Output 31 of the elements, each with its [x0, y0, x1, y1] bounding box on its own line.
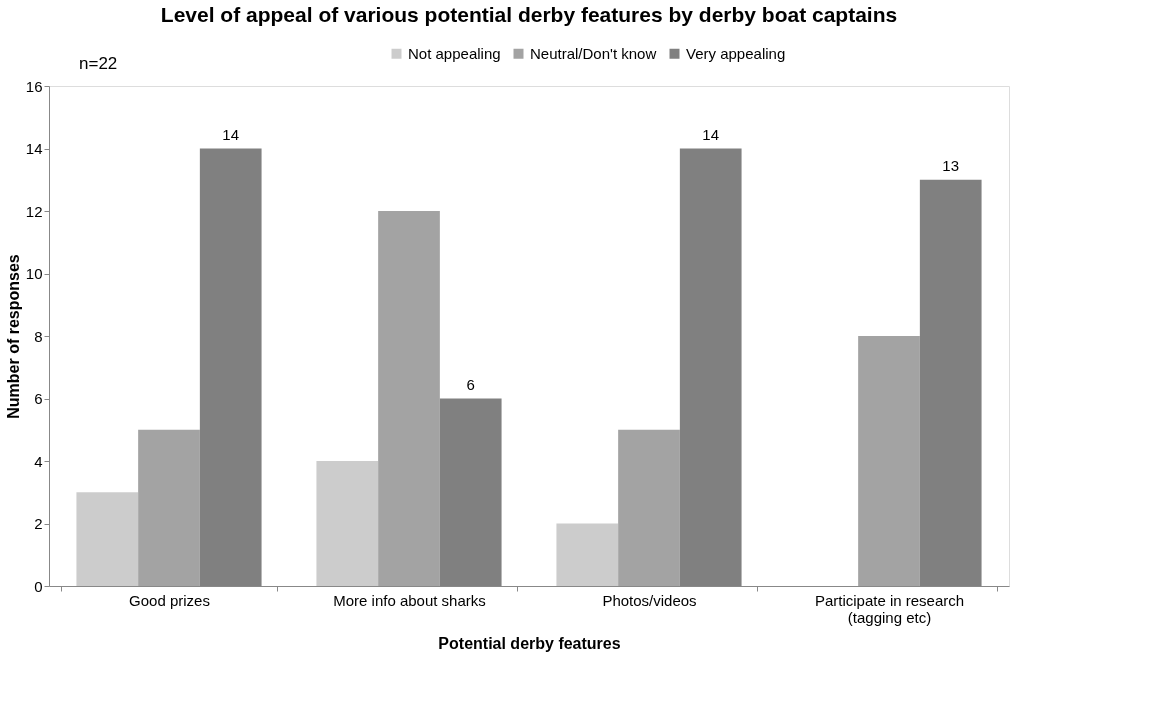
y-axis-title: Number of responses	[4, 254, 22, 419]
text: n=22	[79, 54, 118, 73]
bar	[858, 336, 920, 586]
data-label: 6	[466, 375, 475, 393]
legend-label: Neutral/Don't know	[530, 44, 657, 62]
x-tick-label: Good prizes	[129, 591, 210, 609]
chart-title: Level of appeal of various potential derby features by derby boat captains	[160, 3, 898, 26]
x-tick-label: Photos/videos	[602, 591, 697, 609]
bar	[138, 429, 200, 586]
bar	[556, 523, 619, 586]
y-tick-label: 0	[34, 577, 43, 595]
y-tick-label: 12	[25, 202, 43, 220]
x-tick-label: More info about sharks	[333, 591, 486, 609]
y-tick-label: 4	[34, 452, 43, 470]
data-label: 13	[942, 156, 960, 174]
y-tick-label: 8	[34, 327, 43, 345]
y-tick-label: 10	[25, 265, 43, 282]
x-tick-label: Participate in research (tagging etc)	[814, 591, 965, 626]
bar	[316, 461, 379, 586]
legend-label: Not appealing	[408, 44, 501, 62]
bar	[618, 429, 680, 586]
y-tick-label: 6	[34, 390, 43, 407]
bar	[378, 211, 440, 586]
legend-label: Very appealing	[686, 44, 786, 62]
y-tick-label: 16	[25, 77, 43, 95]
y-tick-label: 2	[34, 515, 43, 532]
y-tick-label: 14	[25, 140, 43, 157]
data-label: 14	[702, 125, 720, 143]
x-axis-title: Potential derby features	[438, 634, 621, 652]
data-label: 14	[222, 125, 240, 143]
bar	[76, 492, 139, 586]
